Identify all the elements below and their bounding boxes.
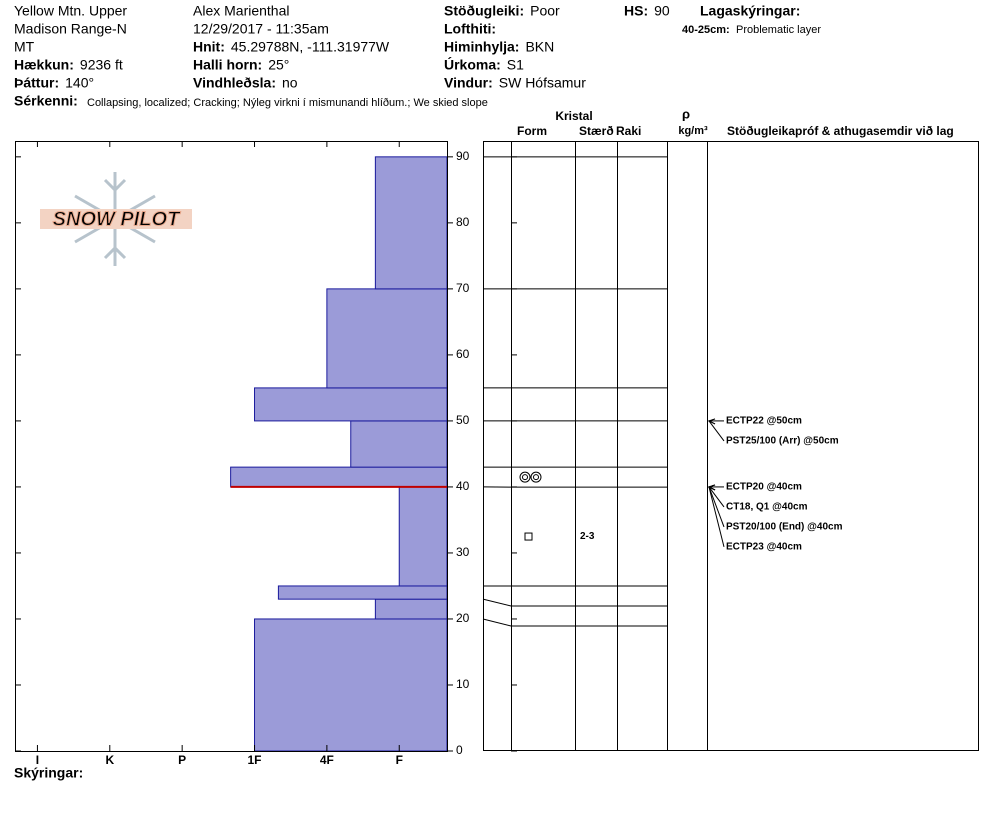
col-header: Form	[517, 124, 547, 138]
test-label: PST25/100 (Arr) @50cm	[726, 436, 839, 447]
x-tick-label: F	[396, 753, 403, 767]
field-value: Poor	[530, 3, 560, 19]
hardness-bar	[350, 420, 448, 468]
hardness-bar	[230, 466, 448, 488]
arrow-head	[707, 484, 716, 491]
field-value: BKN	[525, 39, 554, 55]
test-label: ECTP23 @40cm	[726, 542, 802, 553]
field-value: SW Hófsamur	[499, 75, 586, 91]
test-arrow	[708, 486, 725, 508]
crystal-form	[522, 474, 528, 481]
hardness-bar	[254, 618, 448, 752]
field-value: 45.29788N, -111.31977W	[231, 39, 390, 55]
y-tick-label: 90	[456, 149, 470, 163]
hardness-bar	[374, 598, 448, 620]
arrow-head	[707, 418, 716, 425]
test-label: PST20/100 (End) @40cm	[726, 522, 843, 533]
features-text: Collapsing, localized; Cracking; Nýleg v…	[87, 97, 488, 109]
test-label: ECTP22 @50cm	[726, 416, 802, 427]
field-value: Madison Range-N	[14, 21, 127, 37]
y-tick-label: 80	[456, 215, 470, 229]
field-value: 25°	[268, 57, 289, 73]
hardness-bar	[326, 288, 448, 389]
table-frame	[483, 141, 979, 751]
layer-leader	[482, 618, 667, 627]
test-arrow	[708, 486, 725, 548]
field-value: MT	[14, 39, 35, 55]
plot-frame	[15, 141, 448, 752]
y-tick-label: 30	[456, 545, 470, 559]
x-tick-label: I	[36, 753, 39, 767]
x-tick-label: 4F	[320, 753, 334, 767]
field-value: Yellow Mtn. Upper	[14, 3, 127, 19]
features-label: Sérkenni:	[14, 93, 78, 109]
y-tick-label: 70	[456, 281, 470, 295]
y-tick-label: 0	[456, 743, 463, 757]
footer: Skýringar:	[14, 765, 83, 781]
field-value: Alex Marienthal	[193, 3, 290, 19]
y-tick-label: 50	[456, 413, 470, 427]
hardness-bar	[374, 156, 448, 290]
legend-text: Problematic layer	[736, 24, 821, 36]
col-header: Kristal	[555, 109, 592, 123]
field-label: Stöðugleiki:	[444, 3, 524, 19]
field-label: Vindur:	[444, 75, 493, 91]
x-tick-label: K	[105, 753, 114, 767]
hardness-bar	[398, 486, 448, 587]
field-label: Hækkun:	[14, 57, 74, 73]
legend-title: Lagaskýringar:	[700, 3, 800, 19]
col-header: Raki	[616, 124, 641, 138]
col-header: Stöðugleikapróf & athugasemdir við lag	[727, 124, 954, 138]
crystal-form	[524, 532, 533, 541]
col-header: Stærð	[579, 124, 614, 138]
crystal-form	[519, 471, 531, 483]
test-label: CT18, Q1 @40cm	[726, 502, 808, 513]
logo-band	[40, 209, 192, 229]
field-label: Hnit:	[193, 39, 225, 55]
field-value: 90	[654, 3, 670, 19]
crystal-form	[530, 471, 542, 483]
test-arrow	[708, 486, 725, 528]
field-value: 9236 ft	[80, 57, 123, 73]
field-value: 140°	[65, 75, 94, 91]
col-header: ρ	[682, 106, 690, 121]
logo-text: SNOW PILOT	[53, 208, 181, 230]
field-value: no	[282, 75, 298, 91]
y-tick-label: 20	[456, 611, 470, 625]
field-label: Himinhylja:	[444, 39, 519, 55]
hardness-bar	[254, 387, 448, 422]
col-header: kg/m³	[678, 125, 708, 137]
y-tick-label: 40	[456, 479, 470, 493]
field-label: HS:	[624, 3, 648, 19]
field-label: Halli horn:	[193, 57, 262, 73]
hardness-bar	[277, 585, 448, 600]
y-tick-label: 60	[456, 347, 470, 361]
field-label: Þáttur:	[14, 75, 59, 91]
field-value: 12/29/2017 - 11:35am	[193, 21, 329, 37]
field-label: Úrkoma:	[444, 56, 501, 73]
crystal-size: 2-3	[580, 531, 595, 542]
x-tick-label: P	[178, 753, 186, 767]
crystal-form	[533, 474, 539, 481]
test-arrow	[708, 420, 725, 442]
field-value: S1	[507, 57, 524, 73]
y-tick-label: 10	[456, 677, 470, 691]
field-label: Vindhleðsla:	[193, 75, 276, 91]
field-label: Lofthiti:	[444, 21, 496, 37]
legend-label: 40-25cm:	[682, 24, 730, 36]
layer-leader	[482, 598, 667, 607]
x-tick-label: 1F	[248, 753, 262, 767]
test-label: ECTP20 @40cm	[726, 482, 802, 493]
